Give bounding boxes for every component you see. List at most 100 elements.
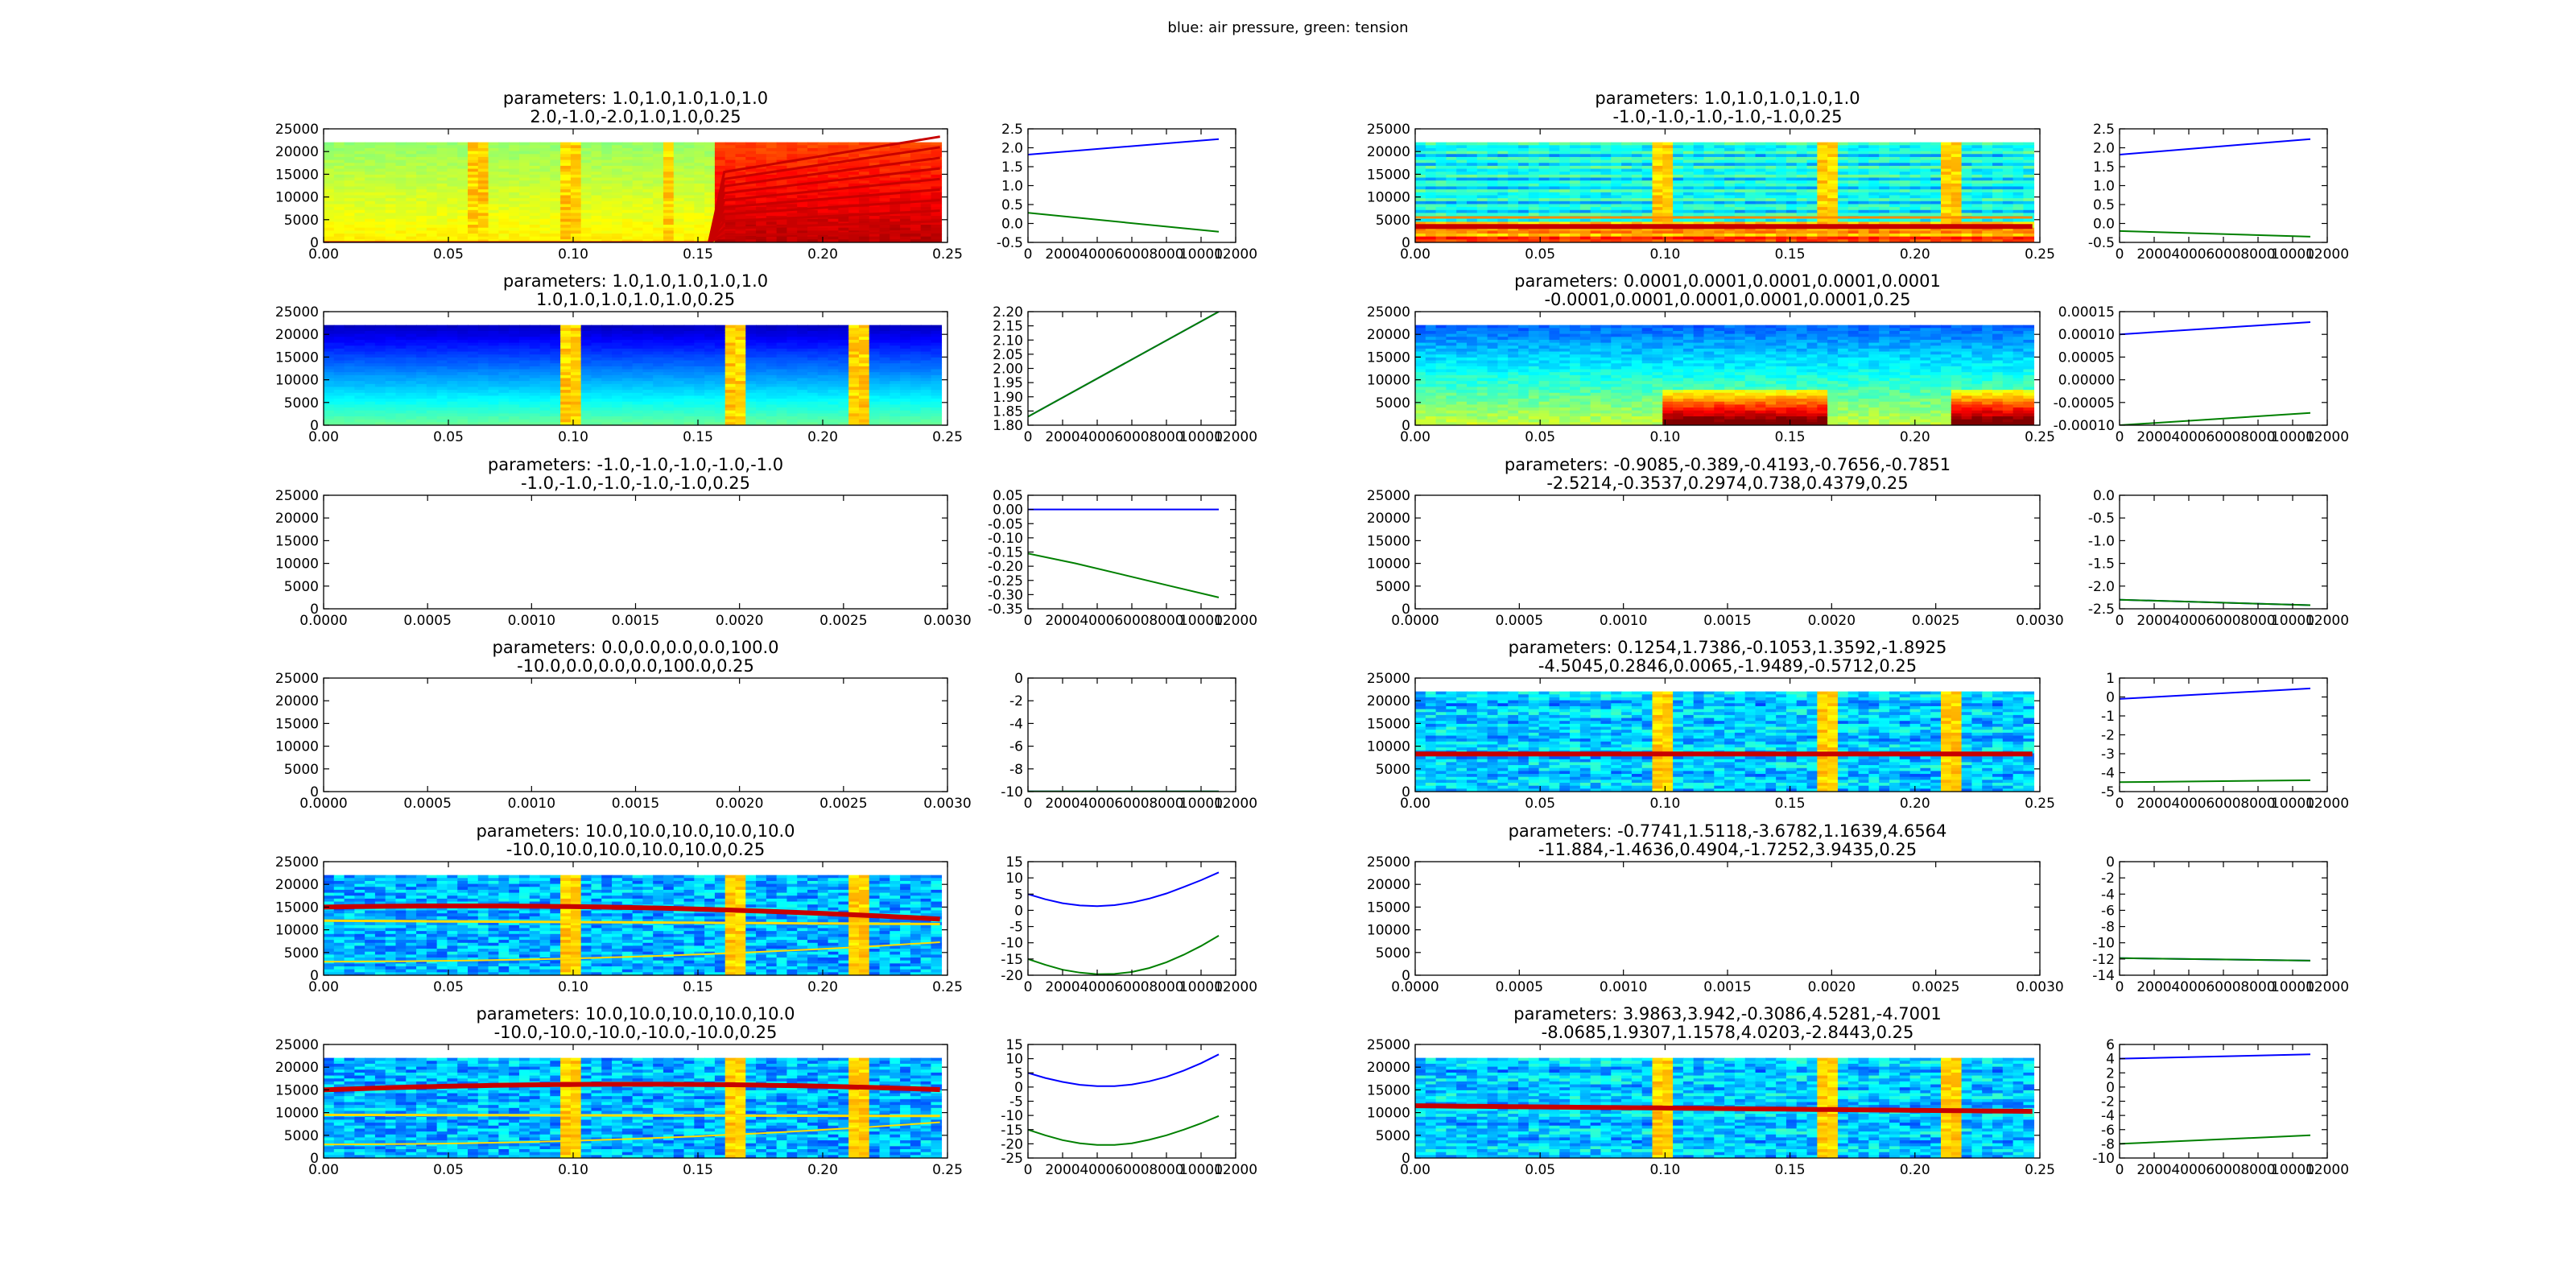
panel-title-line: parameters: 0.1254,1.7386,-0.1053,1.3592…: [1508, 638, 1947, 657]
spectrogram-ytick-label: 5000: [1376, 762, 1410, 778]
trajectory-xtick-label: 0: [1024, 613, 1033, 629]
spectrogram-ytick-label: 10000: [1367, 373, 1410, 389]
trajectory-ytick-label: -6: [2101, 903, 2115, 919]
trajectory-ytick-label: -4: [1009, 716, 1023, 732]
spectrogram-ytick-label: 15000: [275, 900, 319, 916]
trajectory-ytick-label: -0.5: [2088, 511, 2115, 527]
trajectory-ytick-label: 10: [1005, 871, 1023, 887]
spectrogram-ytick-label: 25000: [275, 1037, 319, 1053]
spectrogram-xtick-label: 0.20: [807, 979, 838, 995]
spectrogram-ytick-label: 25000: [275, 488, 319, 504]
spectrogram-ytick-label: 25000: [275, 304, 319, 321]
spectrogram-xtick-label: 0.25: [2025, 796, 2055, 812]
trajectory-ytick-label: -0.05: [988, 516, 1023, 532]
trajectory-ytick-label: -2: [2101, 728, 2115, 744]
spectrogram-ytick-label: 20000: [275, 327, 319, 343]
trajectory-ytick-label: -5: [2101, 784, 2115, 800]
tension-line: [2120, 957, 2311, 962]
trajectory-ytick-label: 4: [2106, 1052, 2115, 1068]
spectrogram-ytick-label: 25000: [275, 671, 319, 687]
spectrogram-xtick-label: 0.0000: [299, 613, 347, 629]
trajectory-xtick-label: 6000: [2206, 796, 2240, 812]
spectrogram-ytick-label: 15000: [1367, 533, 1410, 549]
panel-title: parameters: 10.0,10.0,10.0,10.0,10.0 -10.…: [243, 822, 1028, 859]
spectrogram-ytick-label: 0: [310, 418, 319, 434]
air-pressure-line: [1028, 138, 1220, 155]
panel-title-line: parameters: 0.0001,0.0001,0.0001,0.0001,…: [1514, 271, 1941, 291]
spectrogram-xtick-label: 0.20: [1900, 796, 1930, 812]
panel-5: 0.0000 0.0005 0.0010 0.0015 0.0020 0.0025 0.00…: [275, 488, 1257, 629]
spectrogram-xtick-label: 0.05: [433, 429, 464, 445]
spectrogram-ytick-label: 25000: [1367, 122, 1410, 138]
panel-title: parameters: 3.9863,3.942,-0.3086,4.5281,…: [1335, 1005, 2120, 1042]
trajectory-xtick-label: 8000: [2240, 429, 2275, 445]
trajectory-plot: 0 2000 4000 6000 80001000012000-10-8-6-4-202…: [2092, 1037, 2349, 1178]
panel-title-line: parameters: 10.0,10.0,10.0,10.0,10.0: [476, 821, 795, 841]
spectrogram-ytick-label: 20000: [275, 693, 319, 709]
spectrogram-ytick-label: 0: [1402, 235, 1410, 251]
panel-title-line: -10.0,10.0,10.0,10.0,10.0,0.25: [506, 840, 766, 859]
spectrogram-xtick-label: 0.25: [2025, 246, 2055, 263]
trajectory-xtick-label: 12000: [2306, 796, 2349, 812]
trajectory-xtick-label: 0: [1024, 1162, 1033, 1178]
spectrogram-xtick-label: 0.20: [807, 429, 838, 445]
trajectory-ytick-label: -0.15: [988, 545, 1023, 561]
spectrogram-ytick-label: 10000: [275, 373, 319, 389]
trajectory-xtick-label: 8000: [2240, 979, 2275, 995]
spectrogram-xtick-label: 0.0010: [508, 613, 555, 629]
spectrogram-xtick-label: 0.05: [1525, 1162, 1555, 1178]
trajectory-xtick-label: 6000: [2206, 1162, 2240, 1178]
spectrogram-ytick-label: 0: [1402, 784, 1410, 800]
trajectory-xtick-label: 4000: [2171, 1162, 2206, 1178]
spectrogram-ytick-label: 20000: [275, 1060, 319, 1076]
trajectory-xtick-label: 10000: [2271, 246, 2314, 263]
trajectory-ytick-label: -0.20: [988, 559, 1023, 575]
spectrogram-xtick-label: 0.15: [683, 1162, 713, 1178]
trajectory-xtick-label: 2000: [2136, 796, 2171, 812]
trajectory-xtick-label: 6000: [1114, 979, 1149, 995]
trajectory-ytick-label: 0: [1014, 1080, 1023, 1096]
spectrogram-ytick-label: 5000: [284, 395, 319, 412]
trajectory-ytick-label: 2.05: [993, 347, 1023, 363]
trajectory-xtick-label: 6000: [2206, 429, 2240, 445]
panel-10: 0.0000 0.0005 0.0010 0.0015 0.0020 0.0025 0.00…: [1367, 854, 2349, 995]
spectrogram: 0.00 0.05 0.10 0.15 0.20 0.25 0 5000 10000 15000 2…: [1367, 671, 2055, 812]
panel-title-line: -1.0,-1.0,-1.0,-1.0,-1.0,0.25: [520, 474, 750, 493]
trajectory-ytick-label: 0.0: [1001, 217, 1023, 233]
spectrogram-ytick-label: 20000: [275, 144, 319, 160]
panel-title-line: parameters: 10.0,10.0,10.0,10.0,10.0: [476, 1004, 795, 1024]
spectrogram-xtick-label: 0.25: [932, 429, 963, 445]
trajectory-ytick-label: -0.35: [988, 602, 1023, 618]
spectrogram-xtick-label: 0.15: [1775, 429, 1806, 445]
spectrogram-ytick-label: 15000: [275, 533, 319, 549]
spectrogram-xtick-label: 0.00: [308, 1162, 339, 1178]
spectrogram-ytick-label: 15000: [1367, 1082, 1410, 1098]
spectrogram-xtick-label: 0.0030: [2016, 979, 2063, 995]
trajectory-xtick-label: 4000: [2171, 429, 2206, 445]
trajectory-xtick-label: 0: [1024, 246, 1033, 263]
trajectory-plot: 0 2000 4000 6000 80001000012000-20-15-10-505…: [1001, 854, 1257, 995]
trajectory-ytick-label: -5: [1009, 920, 1023, 936]
panel-title: parameters: -1.0,-1.0,-1.0,-1.0,-1.0 -1.0…: [243, 456, 1028, 493]
trajectory-ytick-label: -10: [1001, 1108, 1023, 1124]
trajectory-ytick-label: -15: [1001, 952, 1023, 968]
spectrogram-xtick-label: 0.0005: [1496, 979, 1543, 995]
spectrogram-xtick-label: 0.0005: [403, 796, 451, 812]
spectrogram-xtick-label: 0.0015: [612, 613, 659, 629]
panel-11: 0.00 0.05 0.10 0.15 0.20 0.25 0 5000 10000 15000 2…: [275, 1037, 1257, 1178]
spectrogram: 0.0000 0.0005 0.0010 0.0015 0.0020 0.0025 0.00…: [1367, 854, 2064, 995]
trajectory-xtick-label: 2000: [1045, 979, 1080, 995]
spectrogram-ytick-label: 10000: [1367, 923, 1410, 939]
spectrogram-xtick-label: 0.10: [1649, 429, 1680, 445]
spectrogram: 0.00 0.05 0.10 0.15 0.20 0.25 0 5000 10000 15000 2…: [275, 854, 963, 995]
spectrogram-xtick-label: 0.0010: [1600, 979, 1647, 995]
spectrogram-ytick-label: 25000: [1367, 304, 1410, 321]
panel-title: parameters: 1.0,1.0,1.0,1.0,1.0 1.0,1.0,1…: [243, 272, 1028, 309]
spectrogram-ytick-label: 20000: [1367, 877, 1410, 893]
trajectory-ytick-label: 1.95: [993, 375, 1023, 391]
spectrogram-ytick-label: 20000: [275, 511, 319, 527]
